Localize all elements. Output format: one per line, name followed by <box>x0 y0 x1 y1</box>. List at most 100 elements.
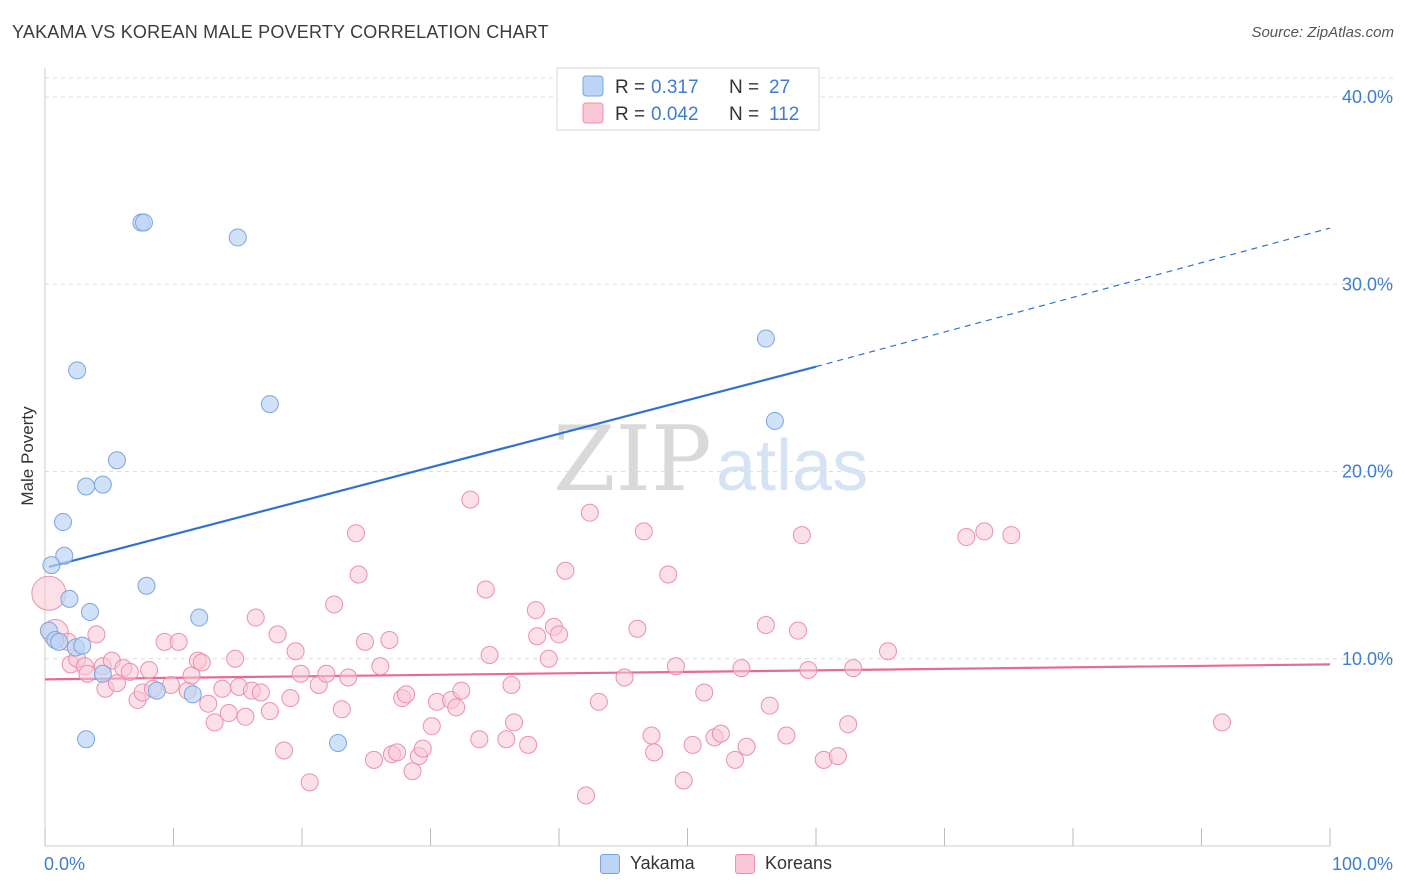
koreans-point <box>422 717 441 736</box>
koreans-point <box>695 683 714 702</box>
yakama-point <box>756 329 775 348</box>
yakama-point <box>183 685 202 704</box>
legend-label-koreans: Koreans <box>765 853 833 873</box>
legend-label-yakama: Yakama <box>630 853 695 873</box>
koreans-point <box>480 646 499 665</box>
yakama-trend-extension <box>815 227 1331 368</box>
yakama-point <box>328 734 347 753</box>
yakama-point <box>73 636 92 655</box>
x-tick-label-left: 0.0% <box>44 854 85 874</box>
yakama-point <box>77 477 96 496</box>
koreans-point <box>213 679 232 698</box>
axes <box>44 68 1331 847</box>
yakama-swatch <box>600 853 620 874</box>
legend-r-value: 0.042 <box>651 104 699 125</box>
koreans-point <box>789 621 808 640</box>
koreans-point <box>756 616 775 635</box>
koreans-point <box>799 660 818 679</box>
koreans-point <box>519 735 538 754</box>
yakama-point <box>190 608 209 627</box>
tick-labels: 10.0% 20.0% 30.0% 40.0% 0.0% 100.0% Male Pover… <box>18 87 1393 874</box>
yakama-point <box>134 213 153 232</box>
koreans-point <box>169 632 188 651</box>
koreans-point <box>683 735 702 754</box>
koreans-point <box>226 649 245 668</box>
koreans-point <box>777 726 796 745</box>
koreans-point <box>339 668 358 687</box>
koreans-point <box>325 595 344 614</box>
legend-r-value: 0.317 <box>651 77 699 98</box>
yakama-points <box>39 213 784 753</box>
y-tick-label: 30.0% <box>1342 274 1393 294</box>
koreans-point <box>260 702 279 721</box>
yakama-point <box>147 681 166 700</box>
koreans-point <box>275 741 294 760</box>
koreans-point <box>286 642 305 661</box>
yakama-point <box>107 451 126 470</box>
koreans-point <box>957 528 976 547</box>
koreans-point <box>246 608 265 627</box>
koreans-point <box>397 685 416 704</box>
koreans-point <box>659 565 678 584</box>
yakama-point <box>137 576 156 595</box>
legend-item-koreans[interactable]: Koreans <box>735 853 832 874</box>
koreans-point <box>539 649 558 668</box>
koreans-point <box>1002 526 1021 545</box>
koreans-point <box>364 750 383 769</box>
koreans-point <box>107 674 126 693</box>
koreans-point <box>87 625 106 644</box>
trend-lines <box>44 227 1331 681</box>
koreans-point <box>291 664 310 683</box>
koreans-point <box>576 786 595 805</box>
koreans-point <box>645 743 664 762</box>
koreans-point <box>371 657 390 676</box>
koreans-point <box>281 689 300 708</box>
yakama-point <box>765 411 784 430</box>
koreans-point <box>388 743 407 762</box>
koreans-point <box>470 730 489 749</box>
grid-lines <box>45 77 1395 660</box>
koreans-point <box>332 700 351 719</box>
koreans-trend-line <box>44 663 1331 681</box>
koreans-point <box>844 659 863 678</box>
koreans-point <box>31 575 67 611</box>
chart-source: Source: ZipAtlas.com <box>1251 24 1394 41</box>
koreans-point <box>792 526 811 545</box>
koreans-point <box>236 707 255 726</box>
legend-item-yakama[interactable]: Yakama <box>600 853 695 874</box>
koreans-point <box>205 713 224 732</box>
yakama-point <box>68 361 87 380</box>
koreans-point <box>526 601 545 620</box>
koreans-point <box>120 662 139 681</box>
koreans-point <box>732 659 751 678</box>
koreans-point <box>461 490 480 509</box>
y-axis-label: Male Poverty <box>18 406 37 506</box>
koreans-point <box>502 675 521 694</box>
koreans-point <box>140 660 159 679</box>
koreans-point <box>556 561 575 580</box>
koreans-point <box>251 683 270 702</box>
koreans-point <box>1213 713 1232 732</box>
legend-r-label: R = <box>615 77 645 98</box>
legend-n-value: 112 <box>769 104 799 125</box>
koreans-points <box>31 490 1232 805</box>
koreans-point <box>674 771 693 790</box>
koreans-point <box>346 524 365 543</box>
y-tick-label: 40.0% <box>1342 87 1393 107</box>
watermark-atlas: atlas <box>716 426 868 506</box>
yakama-point <box>53 513 72 532</box>
koreans-point <box>505 713 524 732</box>
koreans-point <box>878 642 897 661</box>
koreans-point <box>615 668 634 687</box>
koreans-point <box>199 694 218 713</box>
yakama-point <box>50 632 69 651</box>
x-tick-label-right: 100.0% <box>1332 854 1393 874</box>
koreans-point <box>182 666 201 685</box>
stats-legend: R = 0.317 N = 27 R = 0.042 N = 112 <box>556 67 820 131</box>
koreans-point <box>349 565 368 584</box>
koreans-point <box>192 653 211 672</box>
koreans-point <box>760 696 779 715</box>
bottom-legend: Yakama Koreans <box>0 850 1406 880</box>
koreans-point <box>589 692 608 711</box>
